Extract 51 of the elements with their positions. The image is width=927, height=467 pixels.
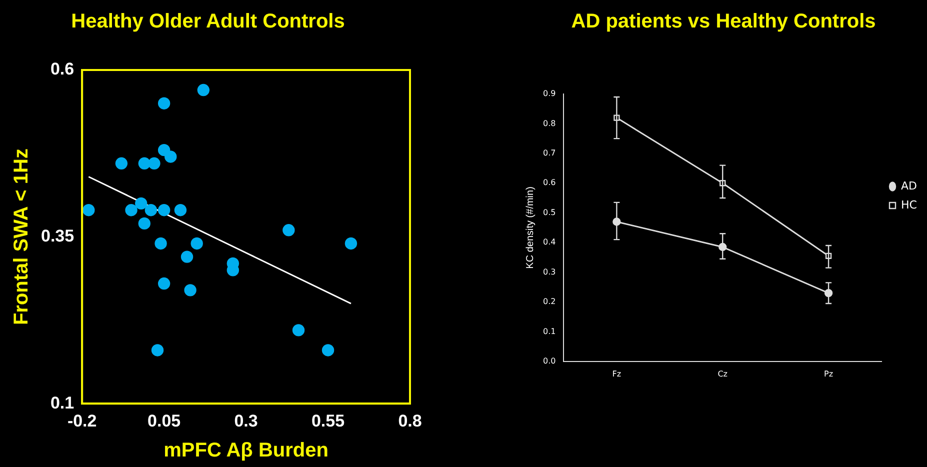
y-tick-label: 0.9 xyxy=(542,89,556,98)
y-tick-label: 0.7 xyxy=(542,148,556,158)
point xyxy=(148,157,160,170)
point xyxy=(158,277,170,290)
point xyxy=(190,237,203,250)
y-tick-label: 0.35 xyxy=(40,226,74,246)
y-tick-label: 0.0 xyxy=(542,356,556,366)
legend-label: AD xyxy=(901,179,918,192)
y-tick-label: 0.5 xyxy=(542,208,556,217)
y-axis-title: Frontal SWA < 1Hz xyxy=(10,148,33,326)
x-tick-label: 0.8 xyxy=(398,411,422,430)
point xyxy=(158,97,170,110)
point xyxy=(138,217,150,230)
point xyxy=(151,344,164,356)
point xyxy=(135,197,148,210)
point xyxy=(154,237,167,250)
y-tick-label: 0.3 xyxy=(542,267,556,276)
y-tick-label: 0.1 xyxy=(542,326,556,336)
point xyxy=(180,250,194,263)
y-tick-label: 0.2 xyxy=(542,297,556,306)
chart-title: Healthy Older Adult Controls xyxy=(71,10,345,33)
point xyxy=(125,204,138,216)
y-tick-label: 0.4 xyxy=(542,238,556,247)
x-axis-title: mPFC Aβ Burden xyxy=(164,440,328,462)
point xyxy=(115,157,128,170)
point xyxy=(184,284,196,296)
chart-title: AD patients vs Healthy Controls xyxy=(571,10,876,33)
x-tick-label: -0.2 xyxy=(67,411,97,430)
x-tick-label: 0.05 xyxy=(148,411,181,430)
point xyxy=(344,237,358,250)
point xyxy=(82,204,95,216)
point xyxy=(138,157,150,170)
y-tick-label: 0.6 xyxy=(50,60,74,79)
y-axis-title: KC density (#/min) xyxy=(524,186,536,269)
y-tick-label: 0.8 xyxy=(542,118,556,128)
point xyxy=(197,84,210,96)
y-tick-label: 0.1 xyxy=(50,393,74,412)
x-tick-label: Pz xyxy=(824,369,834,378)
point xyxy=(322,344,334,356)
point xyxy=(292,324,305,336)
y-tick-label: 0.6 xyxy=(542,178,556,188)
point xyxy=(282,224,295,236)
x-tick-label: 0.55 xyxy=(311,411,345,430)
x-tick-label: 0.3 xyxy=(234,411,258,430)
legend-label: HC xyxy=(901,198,918,212)
point xyxy=(174,204,187,216)
point xyxy=(164,150,177,163)
x-tick-label: Cz xyxy=(718,369,728,378)
point xyxy=(158,204,170,216)
x-tick-label: Fz xyxy=(612,369,622,378)
point xyxy=(144,204,158,216)
